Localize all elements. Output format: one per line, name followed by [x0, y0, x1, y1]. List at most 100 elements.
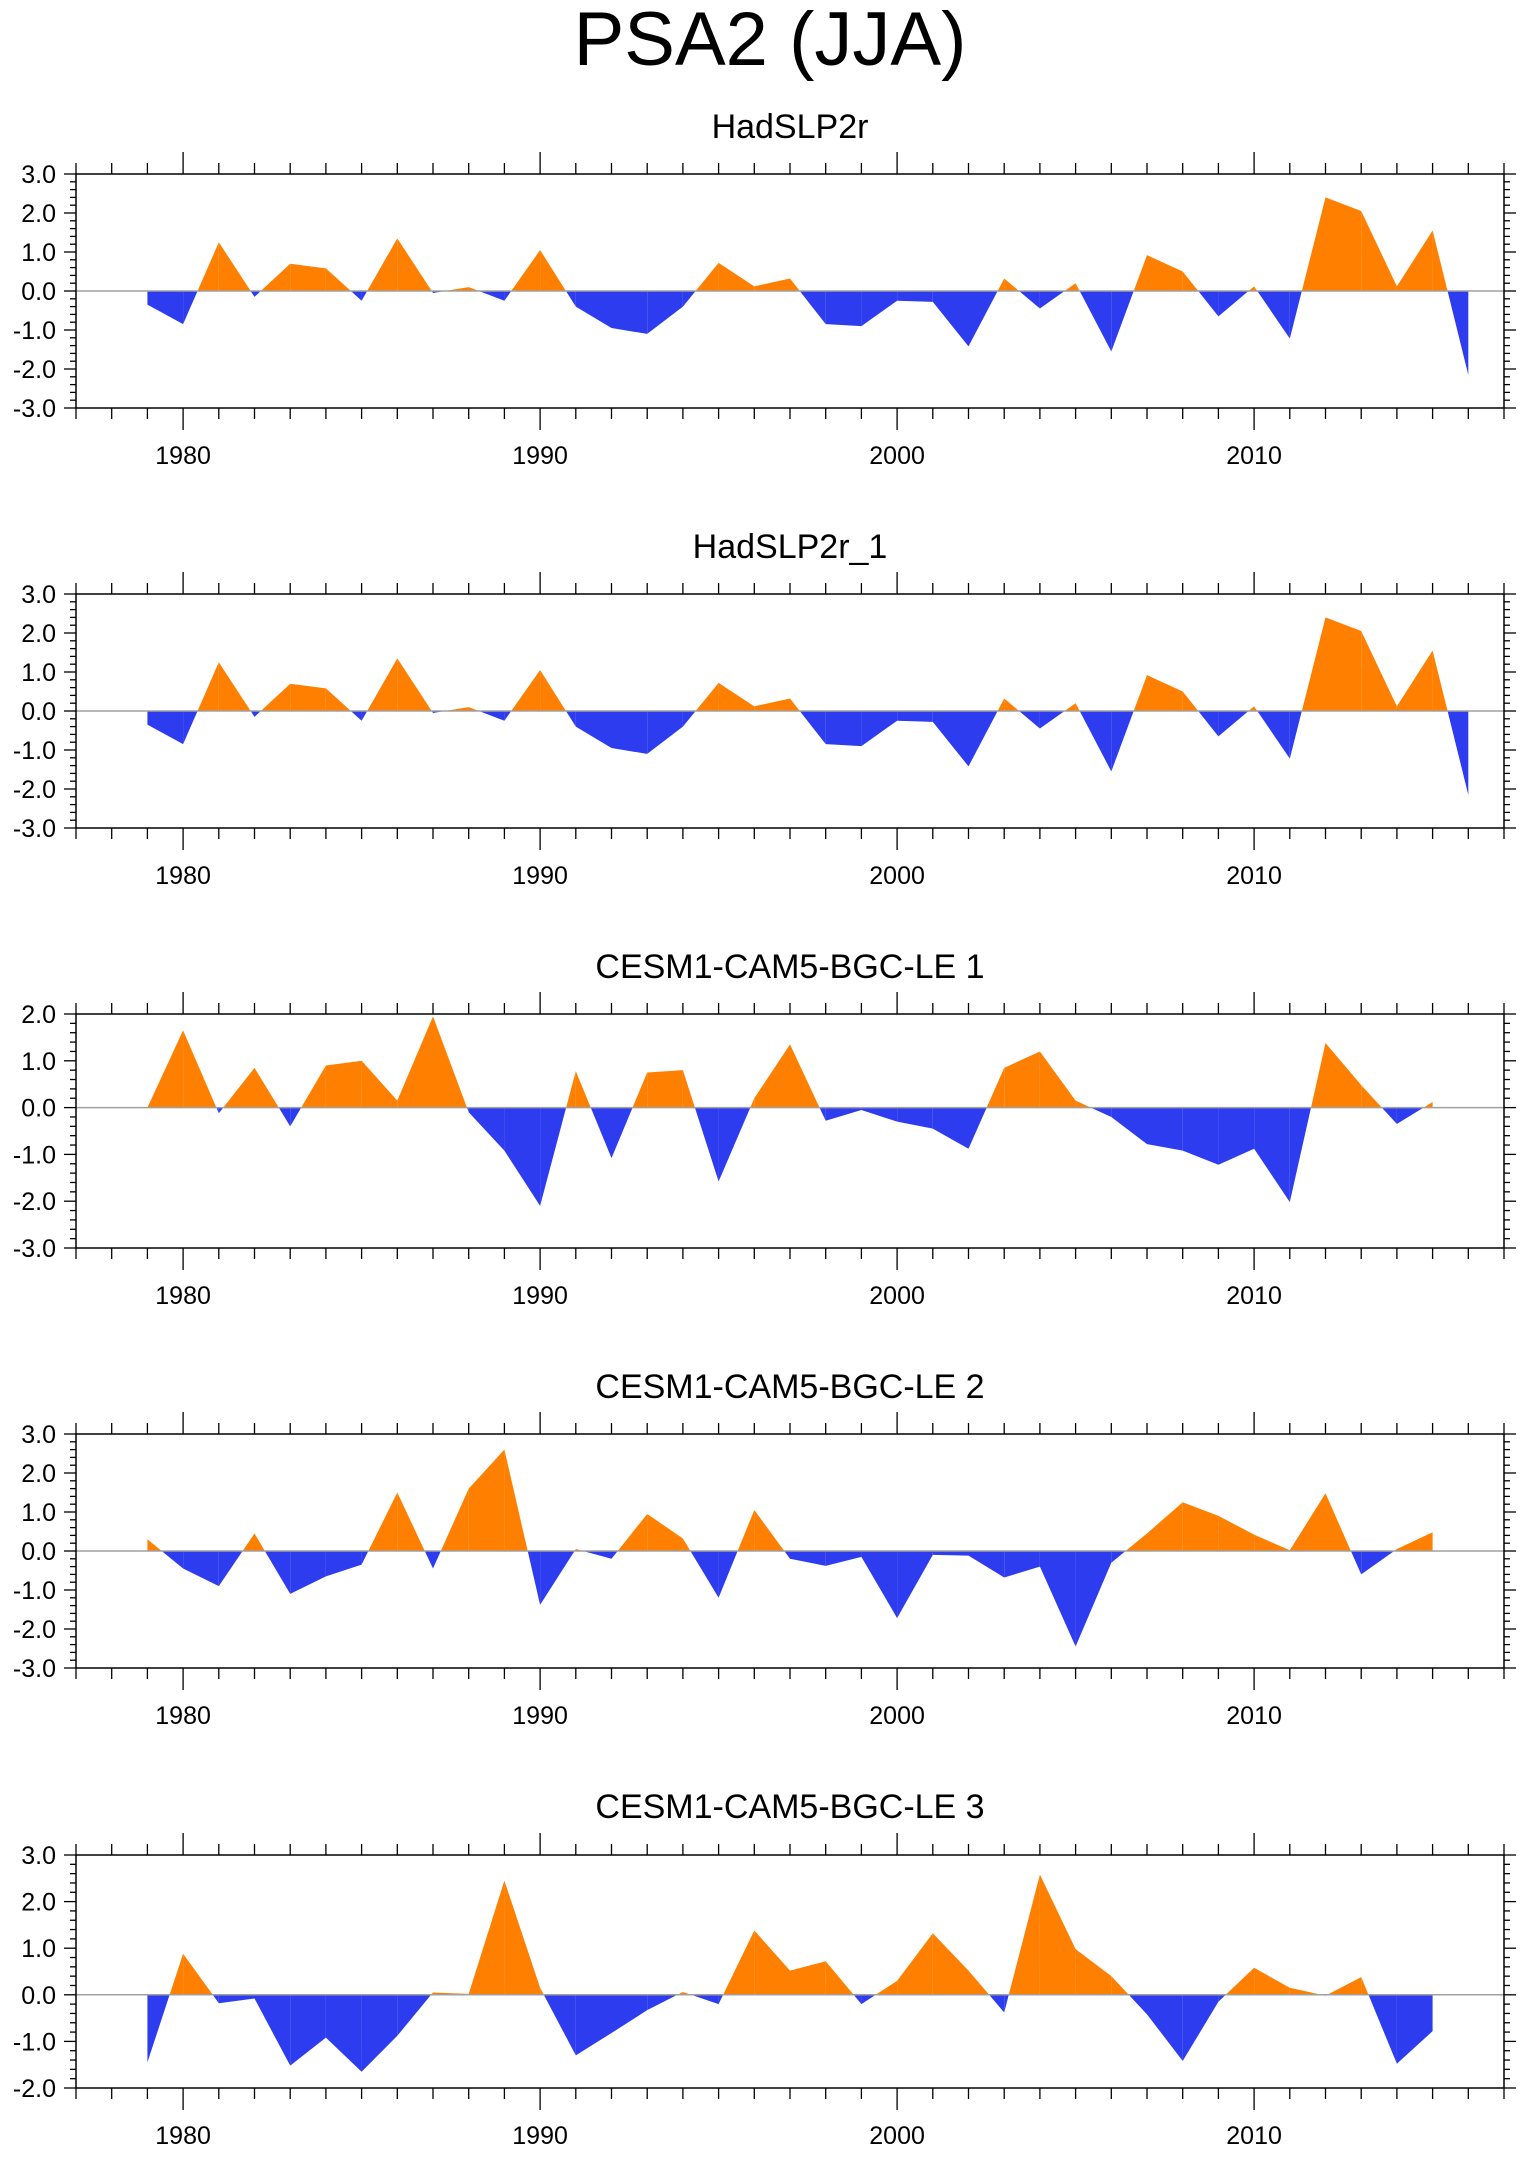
positive-area-segment	[875, 1980, 898, 1995]
negative-area-segment	[325, 1994, 362, 2072]
positive-area-segment	[540, 1987, 544, 1995]
negative-area-segment	[147, 711, 184, 745]
positive-area-segment	[1248, 286, 1255, 291]
positive-area-segment	[197, 242, 219, 291]
negative-area-segment	[718, 1551, 738, 1598]
negative-area-segment	[932, 291, 969, 347]
negative-area-segment	[1182, 1994, 1219, 2061]
chart-title: CESM1-CAM5-BGC-LE 1	[595, 948, 984, 986]
negative-area-segment	[861, 711, 898, 747]
positive-area-segment	[682, 1538, 691, 1551]
negative-area-segment	[1289, 711, 1302, 759]
positive-area-segment	[897, 1933, 933, 1995]
x-tick-label: 2000	[869, 1702, 925, 1730]
negative-area-segment	[897, 1551, 933, 1619]
negative-area-segment	[799, 291, 826, 325]
negative-area-segment	[1289, 291, 1302, 339]
x-tick-label: 2010	[1226, 1702, 1282, 1730]
positive-area-segment	[147, 1030, 184, 1108]
positive-area-segment	[183, 1953, 213, 1995]
negative-area-segment	[325, 1551, 362, 1577]
x-tick-label: 1980	[155, 2122, 211, 2150]
positive-area-segment	[540, 670, 566, 711]
positive-area-segment	[1361, 211, 1397, 291]
positive-area-segment	[397, 238, 432, 291]
negative-area-segment	[504, 711, 512, 721]
negative-area-segment	[527, 1551, 541, 1605]
negative-area-segment	[361, 1994, 398, 2072]
positive-area-segment	[1432, 650, 1448, 711]
y-tick-label: 1.0	[21, 1048, 56, 1076]
negative-area-segment	[218, 1994, 255, 2004]
positive-area-segment	[218, 662, 251, 711]
negative-area-segment	[161, 1551, 184, 1569]
negative-area-segment	[478, 291, 505, 301]
negative-area-segment	[1111, 1107, 1147, 1145]
positive-area-segment	[718, 682, 755, 711]
negative-area-segment	[1198, 711, 1219, 737]
negative-area-segment	[254, 711, 261, 717]
negative-area-segment	[611, 1994, 648, 2034]
positive-area-segment	[1423, 1101, 1433, 1108]
positive-area-segment	[1361, 631, 1397, 711]
negative-area-segment	[540, 1107, 567, 1206]
negative-area-segment	[254, 1994, 291, 2066]
positive-area-segment	[1311, 1043, 1326, 1108]
positive-area-segment	[242, 1533, 255, 1551]
positive-area-segment	[1361, 1977, 1369, 1995]
negative-area-segment	[932, 1107, 969, 1149]
negative-area-segment	[968, 291, 998, 347]
positive-area-segment	[511, 670, 541, 711]
negative-area-segment	[183, 1551, 219, 1587]
positive-area-segment	[1301, 617, 1326, 711]
positive-area-segment	[368, 1492, 398, 1551]
positive-area-segment	[825, 1961, 854, 1995]
positive-area-segment	[1147, 675, 1183, 711]
positive-area-segment	[1289, 1493, 1326, 1551]
negative-area-segment	[1039, 1551, 1076, 1647]
negative-area-segment	[611, 1551, 618, 1559]
positive-area-segment	[790, 1961, 826, 1995]
negative-area-segment	[1257, 711, 1290, 759]
negative-area-segment	[1361, 1551, 1395, 1575]
y-tick-label: 0.0	[21, 278, 56, 306]
negative-area-segment	[504, 291, 512, 301]
positive-area-segment	[1432, 230, 1448, 291]
y-tick-label: -1.0	[13, 737, 56, 765]
positive-area-segment	[440, 1488, 469, 1551]
negative-area-segment	[1019, 711, 1040, 729]
negative-area-segment	[218, 1551, 243, 1587]
positive-area-segment	[183, 1030, 217, 1108]
positive-area-segment	[754, 1930, 790, 1995]
negative-area-segment	[361, 711, 368, 721]
positive-area-segment	[737, 1510, 755, 1551]
positive-area-segment	[790, 698, 800, 711]
negative-area-segment	[1396, 1994, 1433, 2064]
positive-area-segment	[367, 238, 398, 291]
x-tick-label: 2010	[1226, 442, 1282, 470]
chart-title: CESM1-CAM5-BGC-LE 3	[595, 1788, 984, 1826]
positive-area-segment	[254, 1067, 279, 1108]
y-tick-label: -3.0	[13, 815, 56, 843]
positive-area-segment	[695, 682, 719, 711]
positive-area-segment	[1182, 1502, 1219, 1551]
positive-area-segment	[1004, 698, 1020, 711]
negative-area-segment	[212, 1994, 219, 2004]
y-tick-label: 0.0	[21, 1982, 56, 2010]
x-tick-label: 2010	[1226, 2122, 1282, 2150]
positive-area-segment	[750, 1098, 755, 1108]
negative-area-segment	[819, 1107, 826, 1121]
y-tick-label: 3.0	[21, 161, 56, 189]
negative-area-segment	[897, 1107, 933, 1129]
positive-area-segment	[1125, 1533, 1147, 1551]
negative-area-segment	[1147, 1994, 1183, 2061]
positive-area-segment	[1182, 271, 1199, 291]
negative-area-segment	[932, 711, 969, 767]
negative-area-segment	[424, 1551, 433, 1569]
positive-area-segment	[504, 1880, 541, 1995]
positive-area-segment	[1325, 1493, 1351, 1551]
negative-area-segment	[647, 711, 683, 754]
negative-area-segment	[1218, 711, 1249, 737]
x-tick-label: 1990	[512, 2122, 568, 2150]
